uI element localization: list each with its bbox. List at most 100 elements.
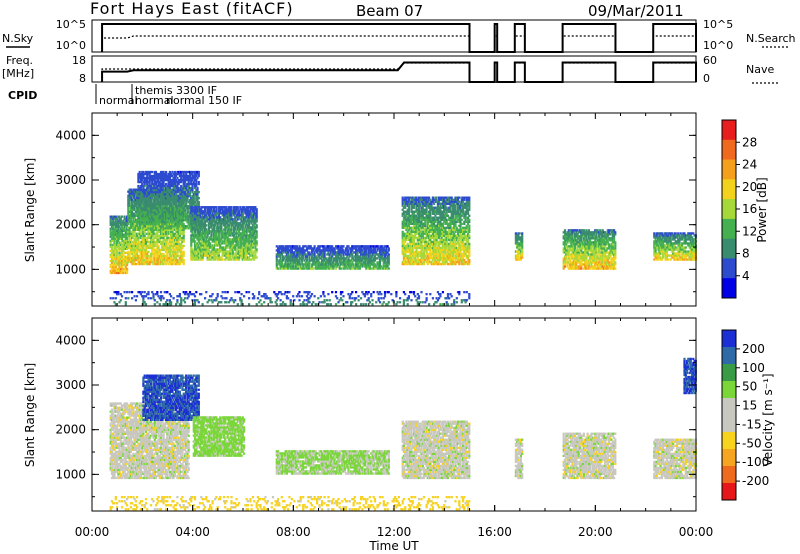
data-cell — [304, 245, 307, 248]
data-cell — [192, 210, 195, 213]
data-cell — [146, 252, 149, 256]
data-cell — [113, 257, 116, 261]
data-cell — [156, 191, 159, 194]
data-cell — [115, 257, 119, 261]
data-cell — [158, 213, 161, 216]
data-cell — [229, 254, 232, 257]
data-cell — [153, 174, 156, 178]
data-cell — [231, 250, 234, 253]
data-cell — [170, 242, 173, 246]
data-cell — [141, 226, 144, 229]
data-cell — [117, 227, 120, 230]
data-cell — [123, 245, 126, 248]
data-cell — [137, 186, 140, 190]
data-cell — [226, 210, 229, 213]
data-cell — [215, 226, 218, 229]
data-cell — [163, 242, 166, 246]
data-cell — [171, 193, 174, 196]
data-cell — [146, 260, 149, 264]
data-cell — [119, 229, 122, 232]
data-cell — [200, 222, 203, 225]
data-cell — [137, 205, 140, 208]
data-cell — [171, 240, 174, 244]
data-cell — [225, 214, 228, 217]
data-cell — [133, 238, 136, 242]
data-cell — [154, 176, 158, 180]
data-cell — [126, 237, 129, 240]
data-cell — [146, 221, 149, 224]
data-cell — [175, 205, 178, 208]
data-cell — [128, 200, 131, 203]
data-cell — [162, 170, 165, 174]
data-cell — [115, 245, 119, 248]
data-cell — [167, 213, 170, 216]
data-cell — [209, 212, 212, 215]
data-cell — [115, 251, 119, 254]
data-cell — [188, 193, 192, 196]
data-cell — [161, 242, 164, 246]
data-cell — [138, 211, 141, 214]
data-cell — [142, 260, 145, 264]
data-cell — [188, 176, 192, 180]
data-cell — [195, 199, 198, 202]
data-cell — [144, 200, 148, 203]
data-cell — [120, 231, 124, 234]
data-cell — [153, 244, 156, 248]
data-cell — [361, 249, 364, 252]
data-cell — [181, 217, 184, 220]
data-cell — [141, 221, 144, 224]
data-cell — [157, 234, 160, 237]
data-cell — [206, 242, 209, 245]
data-cell — [112, 223, 115, 226]
data-cell — [193, 258, 197, 261]
data-cell — [123, 221, 126, 224]
data-cell — [138, 196, 141, 199]
data-cell — [234, 218, 237, 221]
data-cell — [157, 240, 160, 244]
data-cell — [124, 247, 127, 250]
data-cell — [158, 215, 161, 218]
data-cell — [156, 244, 159, 248]
data-cell — [110, 257, 114, 261]
data-cell — [131, 258, 134, 262]
data-cell — [197, 222, 200, 225]
data-cell — [168, 256, 171, 260]
data-cell — [318, 247, 321, 250]
data-cell — [170, 209, 173, 212]
data-cell — [185, 176, 188, 180]
data-cell — [167, 184, 170, 188]
data-cell — [333, 247, 336, 250]
data-cell — [152, 256, 155, 260]
data-cell — [292, 265, 295, 268]
data-cell — [124, 241, 127, 244]
data-cell — [165, 240, 168, 244]
data-cell — [166, 178, 169, 182]
data-cell — [385, 253, 388, 256]
data-cell — [346, 247, 349, 250]
data-cell — [253, 224, 256, 227]
data-cell — [206, 232, 209, 235]
data-cell — [141, 172, 144, 176]
data-cell — [176, 238, 179, 242]
data-cell — [236, 208, 239, 211]
data-cell — [214, 244, 217, 247]
data-cell — [217, 236, 220, 239]
data-cell — [207, 218, 210, 221]
data-cell — [199, 250, 202, 253]
data-cell — [225, 242, 228, 245]
data-cell — [308, 257, 311, 260]
data-cell — [199, 224, 202, 227]
data-cell — [173, 256, 176, 260]
data-cell — [282, 251, 285, 254]
data-cell — [146, 178, 149, 182]
data-cell — [119, 267, 122, 271]
data-cell — [162, 203, 165, 206]
data-cell — [375, 251, 378, 254]
data-cell — [183, 215, 187, 218]
data-cell — [151, 206, 154, 209]
data-cell — [185, 184, 188, 188]
data-cell — [120, 247, 124, 250]
data-cell — [303, 251, 306, 254]
data-cell — [220, 228, 223, 231]
data-cell — [137, 216, 140, 219]
